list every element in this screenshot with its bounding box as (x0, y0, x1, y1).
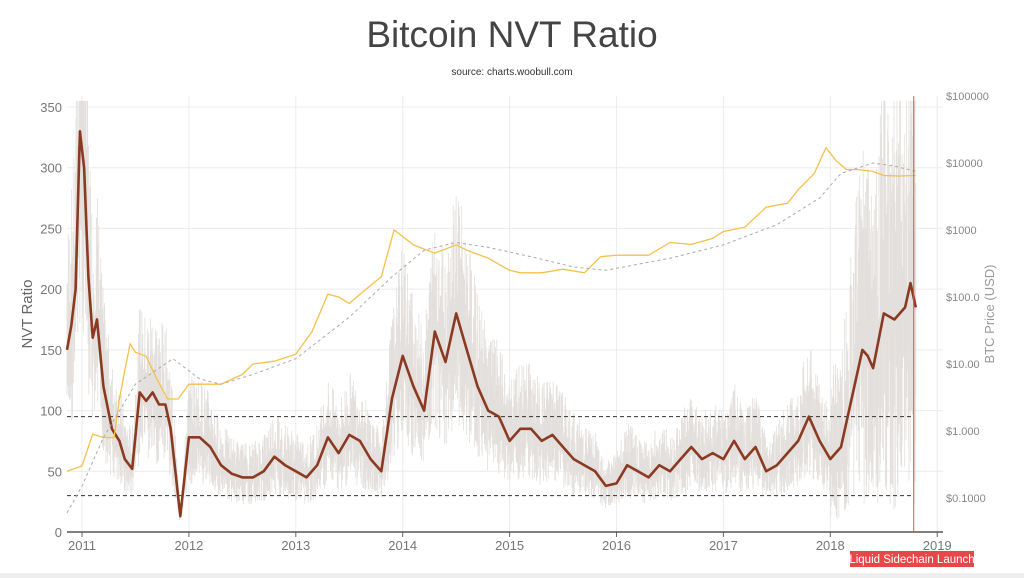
raw-nvt-series (66, 100, 917, 521)
y-right-tick-label: $10.00 (946, 359, 980, 371)
x-tick-label: 2012 (174, 538, 203, 553)
x-tick-label: 2011 (68, 538, 96, 553)
nvt-ratio-line (65, 130, 918, 518)
y-left-tick-label: 200 (40, 282, 62, 297)
y-right-tick-label: $100000 (946, 91, 989, 103)
x-tick-label: 2014 (388, 538, 417, 553)
y-right-tick-label: $100.0 (946, 292, 980, 304)
y-left-tick-label: 150 (40, 343, 62, 358)
x-tick-label: 2018 (816, 538, 845, 553)
x-tick-label: 2019 (923, 538, 952, 553)
y-left-tick-label: 100 (40, 404, 62, 419)
x-tick-label: 2015 (495, 538, 524, 553)
y-left-tick-label: 250 (40, 221, 62, 236)
btc-price-line (66, 146, 916, 472)
y-right-tick-label: $10000 (946, 158, 983, 170)
y-right-tick-label: $0.1000 (946, 493, 986, 505)
y-left-tick-label: 50 (48, 464, 62, 479)
event-label-box (850, 551, 974, 567)
event-label: Liquid Sidechain Launch (849, 554, 974, 566)
horizontal-scrollbar (0, 573, 1024, 578)
y-left-tick-label: 300 (40, 161, 62, 176)
y-right-tick-label: $1000 (946, 225, 977, 237)
price-moving-average-line (66, 162, 916, 514)
x-tick-label: 2016 (602, 538, 631, 553)
y-right-tick-label: $1.000 (946, 426, 980, 438)
y-left-axis-title: NVT Ratio (19, 280, 36, 349)
x-tick-label: 2017 (709, 538, 738, 553)
x-tick-label: 2013 (281, 538, 310, 553)
y-right-axis-title: BTC Price (USD) (982, 265, 997, 364)
y-left-tick-label: 0 (55, 525, 62, 540)
chart-title: Bitcoin NVT Ratio (366, 14, 658, 55)
chart-subtitle: source: charts.woobull.com (451, 67, 573, 78)
y-left-tick-label: 350 (40, 100, 62, 115)
